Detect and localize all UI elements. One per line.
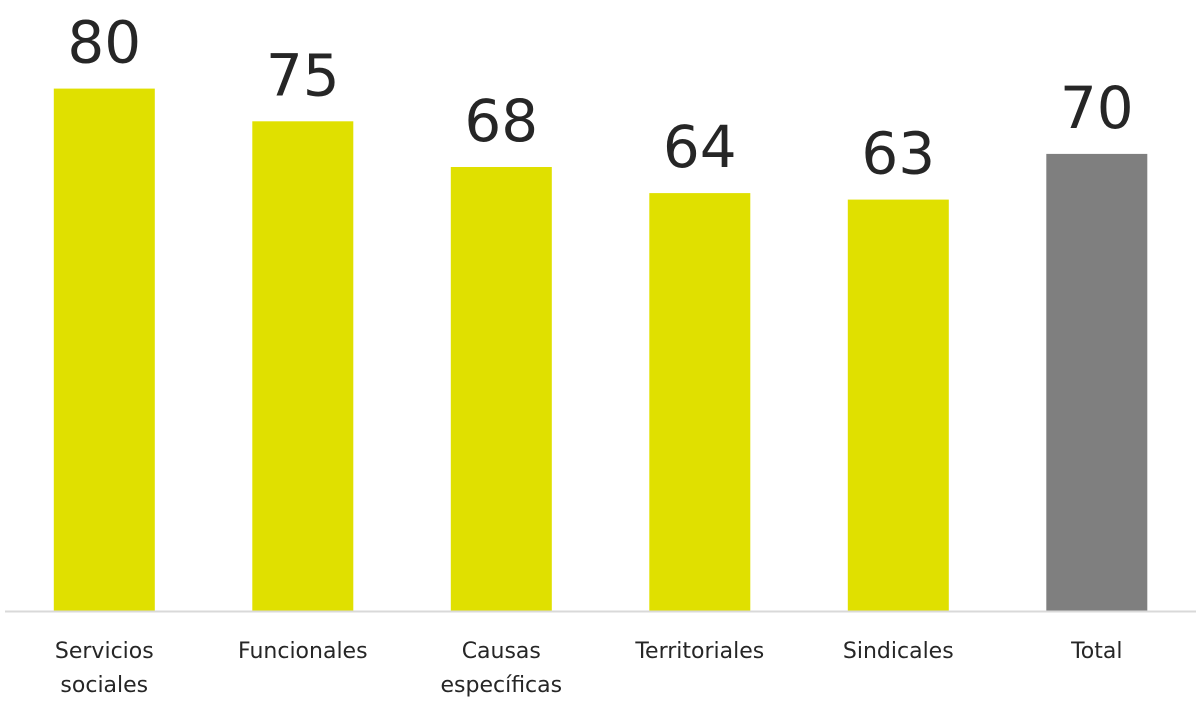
value-label-causas-especificas: 68 bbox=[464, 87, 538, 155]
bar-total bbox=[1046, 153, 1148, 611]
value-labels-layer: 80 75 68 64 63 70 bbox=[67, 9, 1133, 188]
category-label-causas-especificas-line-2: específicas bbox=[440, 673, 562, 698]
category-label-funcionales: Funcionales bbox=[238, 639, 368, 664]
category-label-causas-especificas-line-1: Causas bbox=[462, 639, 541, 664]
bars-layer bbox=[53, 88, 1148, 612]
category-label-total: Total bbox=[1070, 639, 1122, 664]
value-label-territoriales: 64 bbox=[663, 113, 737, 181]
value-label-sindicales: 63 bbox=[861, 120, 935, 188]
value-label-total: 70 bbox=[1060, 74, 1134, 142]
bar-servicios-sociales bbox=[53, 88, 155, 612]
category-label-sindicales: Sindicales bbox=[843, 639, 954, 664]
value-label-funcionales: 75 bbox=[266, 41, 340, 109]
category-label-territoriales: Territoriales bbox=[634, 639, 764, 664]
value-label-servicios-sociales: 80 bbox=[67, 9, 141, 77]
bar-territoriales bbox=[649, 193, 751, 611]
category-labels-layer: Servicios sociales Funcionales Causas especí… bbox=[55, 639, 1123, 698]
bar-sindicales bbox=[847, 199, 949, 611]
bar-funcionales bbox=[252, 121, 354, 612]
category-label-servicios-sociales-line-1: Servicios bbox=[55, 639, 154, 664]
bar-causas-especificas bbox=[450, 167, 552, 611]
category-label-servicios-sociales-line-2: sociales bbox=[60, 673, 148, 698]
